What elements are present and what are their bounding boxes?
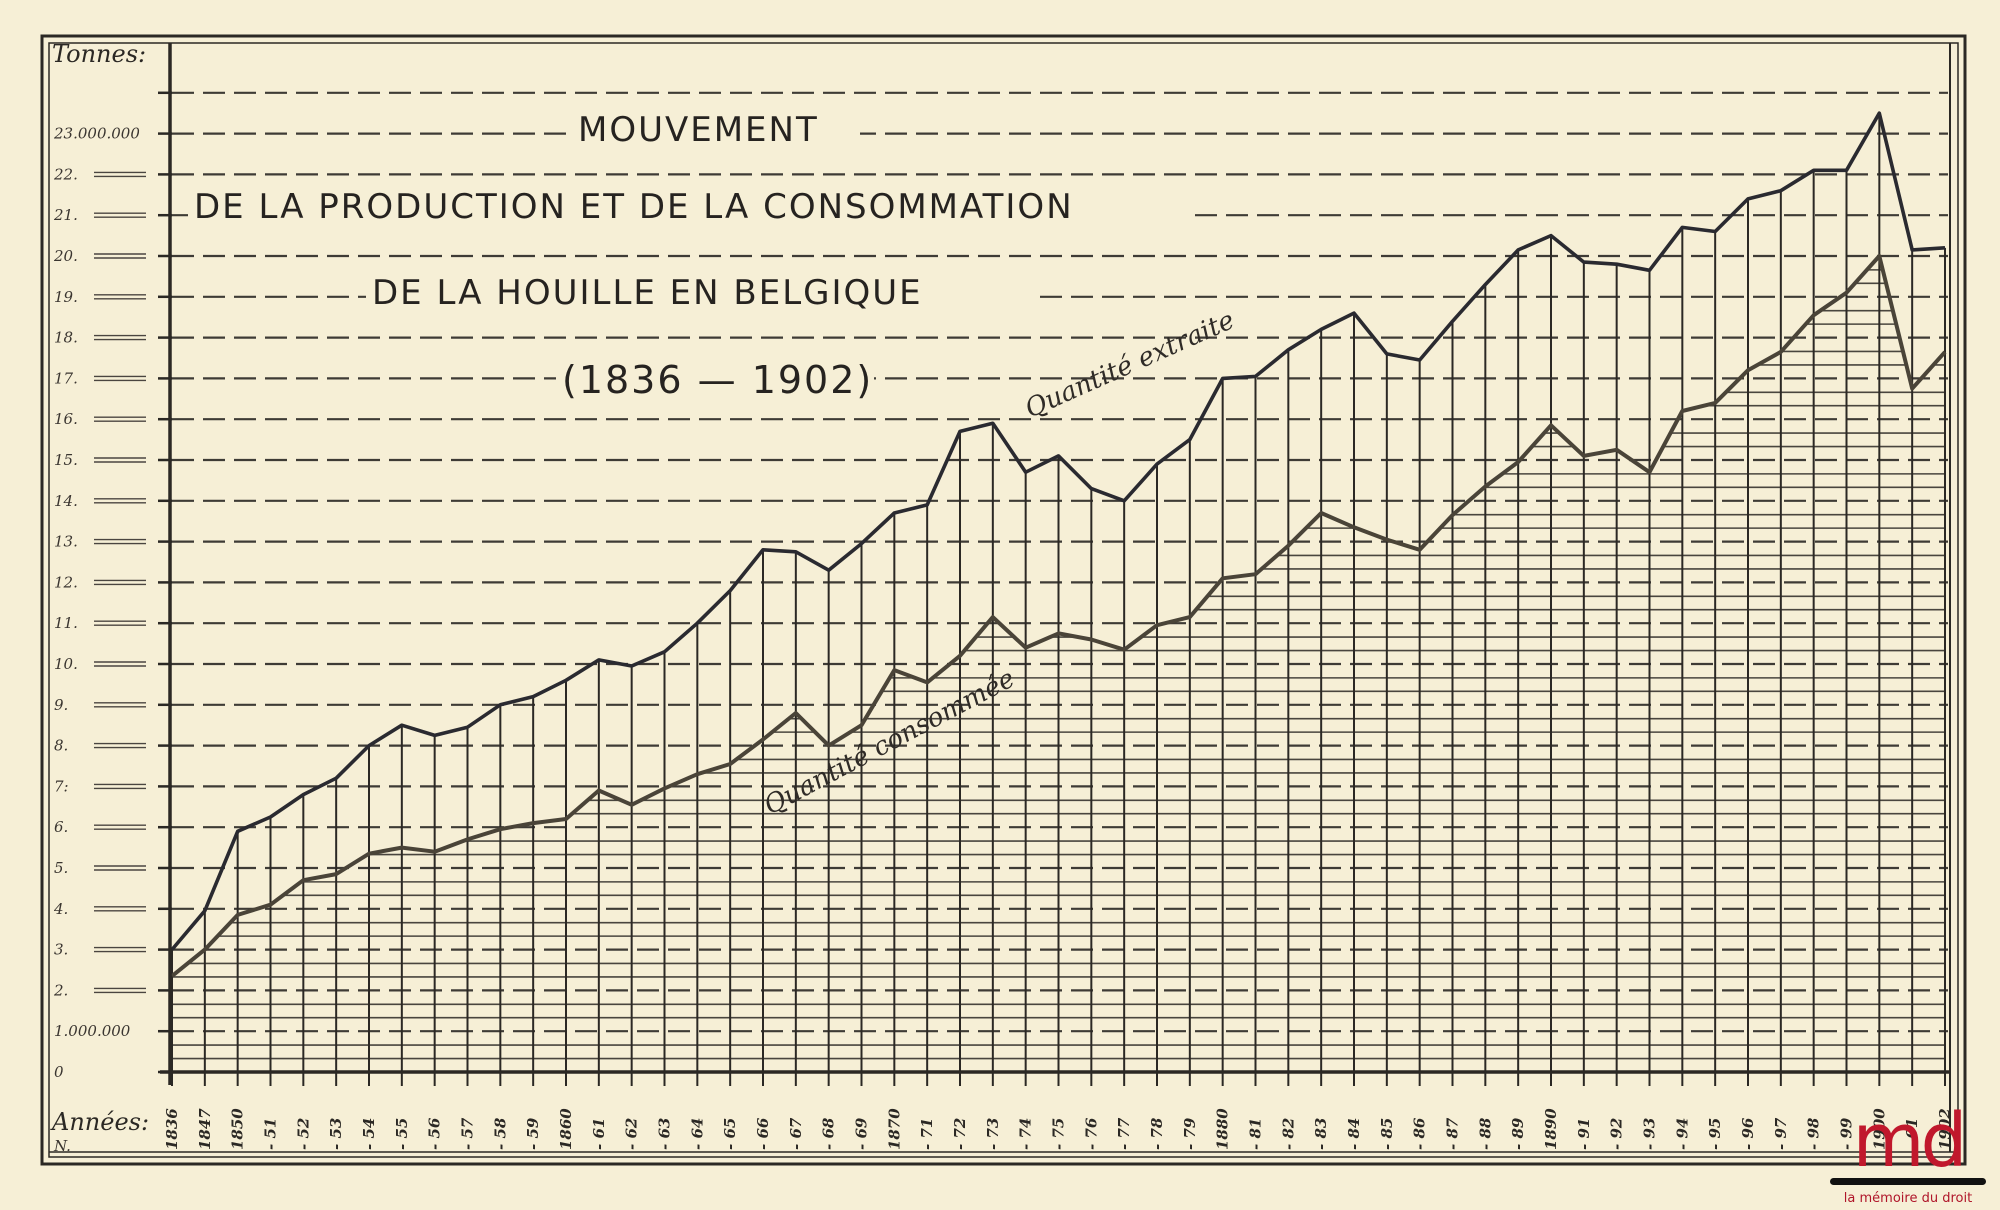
svg-text:- 97: - 97 [1772, 1117, 1790, 1150]
x-axis-labels: 1836 1847 1850 - 51 - 52 - 53 - 54 - 55 - 56 - 57… [163, 1108, 1954, 1150]
svg-text:9.: 9. [54, 696, 68, 714]
title-line-4: (1836 — 1902) [562, 358, 873, 402]
svg-text:8.: 8. [54, 737, 68, 755]
svg-text:- 53: - 53 [327, 1118, 345, 1150]
svg-text:14.: 14. [54, 492, 78, 510]
svg-text:- 69: - 69 [853, 1117, 871, 1150]
logo-underline [1830, 1178, 1986, 1185]
svg-text:1847: 1847 [196, 1108, 214, 1150]
svg-text:- 88: - 88 [1476, 1117, 1494, 1150]
svg-text:1870: 1870 [885, 1108, 903, 1150]
svg-text:- 99: - 99 [1838, 1117, 1856, 1150]
watermark-logo: md la mémoire du droit [1824, 1098, 1992, 1206]
svg-text:1880: 1880 [1214, 1108, 1232, 1150]
svg-text:16.: 16. [54, 410, 78, 428]
svg-text:- 68: - 68 [820, 1117, 838, 1150]
svg-text:- 74: - 74 [1017, 1118, 1035, 1150]
svg-text:- 82: - 82 [1279, 1118, 1297, 1150]
x-axis-subtitle: N. [53, 1137, 71, 1155]
svg-text:- 66: - 66 [754, 1117, 772, 1150]
svg-text:- 64: - 64 [688, 1118, 706, 1150]
svg-text:1.000.000: 1.000.000 [54, 1022, 131, 1040]
svg-text:- 61: - 61 [590, 1118, 608, 1150]
svg-text:12.: 12. [54, 573, 78, 591]
inner-frame [48, 42, 1959, 1158]
svg-text:- 94: - 94 [1673, 1118, 1691, 1150]
svg-text:- 65: - 65 [721, 1118, 739, 1150]
svg-text:6.: 6. [54, 818, 68, 836]
y-axis-labels: 0 1.000.000 2. 3. 4. 5. 6. 7: 8. 9. 10. 11. 12. 13. 14… [53, 125, 146, 1081]
svg-text:- 79: - 79 [1181, 1117, 1199, 1150]
svg-text:17.: 17. [54, 369, 78, 387]
logo-text: la mémoire du droit [1843, 1191, 1973, 1206]
svg-text:23.000.000: 23.000.000 [53, 125, 140, 143]
svg-text:3.: 3. [54, 941, 68, 959]
svg-text:- 54: - 54 [360, 1118, 378, 1150]
svg-text:1836: 1836 [163, 1108, 181, 1150]
logo-mark: md [1852, 1098, 1967, 1184]
svg-text:- 55: - 55 [393, 1118, 411, 1150]
svg-text:- 76: - 76 [1082, 1117, 1100, 1150]
svg-text:- 81: - 81 [1247, 1118, 1265, 1150]
label-quantite-consommee: Quantité consommée [759, 664, 1020, 822]
svg-text:- 73: - 73 [984, 1118, 1002, 1150]
svg-text:22.: 22. [53, 165, 78, 183]
svg-text:- 85: - 85 [1378, 1118, 1396, 1150]
title-line-1: MOUVEMENT [578, 110, 819, 150]
svg-text:- 72: - 72 [951, 1118, 969, 1150]
svg-text:19.: 19. [54, 288, 78, 306]
svg-text:- 57: - 57 [459, 1117, 477, 1150]
svg-text:- 77: - 77 [1115, 1117, 1133, 1150]
x-axis-title: Années: [50, 1108, 149, 1136]
svg-text:- 59: - 59 [524, 1117, 542, 1150]
svg-text:- 91: - 91 [1575, 1118, 1593, 1150]
svg-text:- 87: - 87 [1444, 1117, 1462, 1150]
svg-text:1900: 1900 [1870, 1108, 1888, 1150]
svg-text:- 67: - 67 [787, 1117, 805, 1150]
svg-text:15.: 15. [54, 451, 78, 469]
svg-text:- 92: - 92 [1608, 1118, 1626, 1150]
svg-text:- 86: - 86 [1411, 1117, 1429, 1150]
svg-text:0: 0 [54, 1063, 64, 1081]
svg-text:- 01: - 01 [1903, 1118, 1921, 1150]
svg-text:7:: 7: [54, 777, 69, 795]
chart-title: MOUVEMENT DE LA PRODUCTION ET DE LA CONS… [188, 108, 1193, 406]
svg-text:- 95: - 95 [1706, 1118, 1724, 1150]
svg-text:1860: 1860 [557, 1108, 575, 1150]
svg-text:- 56: - 56 [426, 1117, 444, 1150]
svg-text:11.: 11. [54, 614, 78, 632]
year-verticals [171, 113, 1946, 1086]
svg-text:21.: 21. [53, 206, 78, 224]
svg-text:- 63: - 63 [656, 1118, 674, 1150]
svg-text:- 78: - 78 [1148, 1117, 1166, 1150]
svg-text:- 52: - 52 [294, 1118, 312, 1150]
svg-text:- 58: - 58 [491, 1117, 509, 1150]
svg-text:- 75: - 75 [1050, 1118, 1068, 1150]
svg-text:13.: 13. [54, 533, 78, 551]
svg-text:2.: 2. [53, 981, 68, 999]
svg-text:4.: 4. [53, 900, 68, 918]
svg-text:- 71: - 71 [918, 1118, 936, 1150]
svg-text:- 98: - 98 [1805, 1117, 1823, 1150]
title-line-3: DE LA HOUILLE EN BELGIQUE [372, 273, 923, 313]
title-line-2: DE LA PRODUCTION ET DE LA CONSOMMATION [194, 187, 1074, 227]
svg-text:- 89: - 89 [1509, 1117, 1527, 1150]
svg-text:10.: 10. [54, 655, 78, 673]
data-curves [170, 111, 1947, 978]
svg-text:20.: 20. [53, 247, 78, 265]
svg-text:18.: 18. [54, 329, 78, 347]
y-axis-title: Tonnes: [52, 40, 146, 68]
svg-text:- 51: - 51 [262, 1118, 280, 1150]
svg-text:- 96: - 96 [1739, 1117, 1757, 1150]
svg-text:5.: 5. [54, 859, 68, 877]
svg-text:- 62: - 62 [623, 1118, 641, 1150]
svg-text:1890: 1890 [1542, 1108, 1560, 1150]
svg-text:- 84: - 84 [1345, 1118, 1363, 1150]
outer-frame [40, 34, 1967, 1166]
svg-text:- 83: - 83 [1312, 1118, 1330, 1150]
svg-text:- 93: - 93 [1641, 1118, 1659, 1150]
svg-text:1850: 1850 [229, 1108, 247, 1150]
